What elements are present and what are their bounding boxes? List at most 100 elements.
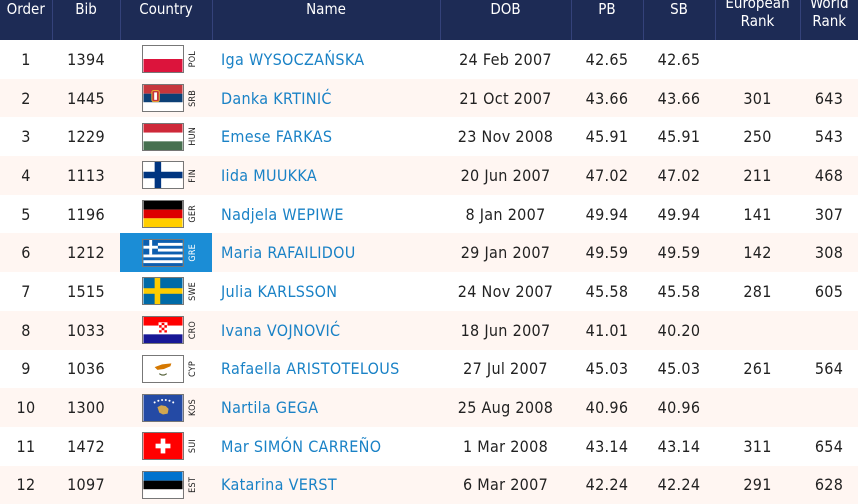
- country-code: KOS: [188, 399, 198, 416]
- pb-cell: 49.59: [585, 243, 629, 263]
- country-cell: KOS: [120, 388, 212, 427]
- bib-cell: 1036: [67, 359, 105, 379]
- cro-flag-icon: [142, 316, 184, 345]
- header-bib[interactable]: Bib: [52, 0, 121, 40]
- header-european-rank-line1: European: [725, 0, 790, 12]
- athlete-name-link[interactable]: Maria RAFAILIDOU: [221, 243, 356, 263]
- table-row[interactable]: 8 1033 CRO Ivana VOJNOVIĆ 18 Jun 2007 41.01 40…: [0, 310, 858, 350]
- pb-cell: 40.96: [585, 398, 629, 418]
- pb-cell: 41.01: [585, 320, 629, 340]
- dob-cell: 27 Jul 2007: [463, 359, 548, 379]
- order-cell: 8: [21, 320, 31, 340]
- dob-cell: 24 Nov 2007: [457, 281, 554, 301]
- order-cell: 10: [16, 398, 36, 418]
- table-row[interactable]: 6 1212 GRE Maria RAFAILIDOU 29 Jan 2007 49.59…: [0, 233, 858, 273]
- country-code: CRO: [188, 321, 198, 340]
- order-cell: 11: [16, 436, 36, 456]
- athlete-name-link[interactable]: Emese FARKAS: [221, 127, 333, 147]
- srb-flag-icon: [142, 84, 184, 113]
- table-row[interactable]: 1 1394 POL Iga WYSOCZAŃSKA 24 Feb 2007 42.65 4…: [0, 40, 858, 79]
- est-flag-icon: [142, 470, 184, 499]
- table-row[interactable]: 9 1036 CYP Rafaella ARISTOTELOUS 27 Jul 2007…: [0, 349, 858, 389]
- table-row[interactable]: 11 1472 SUI Mar SIMÓN CARREÑO 1 Mar 2008 43.1…: [0, 426, 858, 466]
- european-rank-cell: 250: [743, 127, 772, 147]
- gre-flag-icon: [142, 238, 184, 267]
- athlete-name-link[interactable]: Ivana VOJNOVIĆ: [221, 320, 341, 340]
- sb-cell: 45.91: [657, 127, 701, 147]
- sb-cell: 45.03: [657, 359, 701, 379]
- athlete-name-link[interactable]: Nartila GEGA: [221, 398, 319, 418]
- athlete-name-link[interactable]: Mar SIMÓN CARREÑO: [221, 436, 382, 456]
- country-code: SRB: [188, 89, 198, 107]
- bib-cell: 1097: [67, 475, 105, 495]
- table-row[interactable]: 2 1445 SRB Danka KRTINIĆ 21 Oct 2007 43.66 43.…: [0, 78, 858, 118]
- header-name[interactable]: Name: [212, 0, 441, 40]
- sb-cell: 43.14: [657, 436, 701, 456]
- sb-cell: 42.65: [657, 49, 701, 69]
- athlete-name-link[interactable]: Iga WYSOCZAŃSKA: [221, 49, 365, 69]
- bib-cell: 1113: [67, 165, 105, 185]
- order-cell: 3: [21, 127, 31, 147]
- country-cell: CYP: [120, 350, 212, 389]
- european-rank-cell: [715, 388, 800, 427]
- header-world-rank-line2: Rank: [812, 12, 847, 30]
- sb-cell: 49.59: [657, 243, 701, 263]
- header-world-rank[interactable]: World Rank: [800, 0, 858, 40]
- kos-flag-icon: [142, 393, 184, 422]
- athlete-name-link[interactable]: Nadjela WEPIWE: [221, 204, 344, 224]
- european-rank-cell: 291: [743, 475, 772, 495]
- table-row[interactable]: 10 1300 KOS Nartila GEGA 25 Aug 2008 40.96 40.…: [0, 388, 858, 427]
- header-european-rank[interactable]: European Rank: [715, 0, 801, 40]
- european-rank-cell: 141: [743, 204, 772, 224]
- world-rank-cell: [800, 388, 858, 427]
- table-row[interactable]: 12 1097 EST Katarina VERST 6 Mar 2007 42.24 42…: [0, 465, 858, 504]
- athlete-name-link[interactable]: Julia KARLSSON: [221, 281, 338, 301]
- pb-cell: 42.24: [585, 475, 629, 495]
- table-row[interactable]: 3 1229 HUN Emese FARKAS 23 Nov 2008 45.91 45.9…: [0, 117, 858, 157]
- country-cell: GRE: [120, 233, 212, 273]
- bib-cell: 1212: [67, 243, 105, 263]
- world-rank-cell: 654: [814, 436, 844, 456]
- dob-cell: 18 Jun 2007: [460, 320, 551, 340]
- pb-cell: 47.02: [585, 165, 629, 185]
- order-cell: 6: [21, 243, 31, 263]
- hun-flag-icon: [142, 122, 184, 151]
- order-cell: 2: [21, 88, 31, 108]
- dob-cell: 23 Nov 2008: [457, 127, 554, 147]
- athlete-name-link[interactable]: Rafaella ARISTOTELOUS: [221, 359, 400, 379]
- header-order[interactable]: Order: [0, 0, 53, 40]
- sb-cell: 42.24: [657, 475, 701, 495]
- order-cell: 9: [21, 359, 31, 379]
- table-row[interactable]: 5 1196 GER Nadjela WEPIWE 8 Jan 2007 49.94 49.…: [0, 194, 858, 234]
- country-cell: GER: [120, 195, 212, 234]
- sb-cell: 40.96: [657, 398, 701, 418]
- athlete-name-link[interactable]: Iida MUUKKA: [221, 165, 318, 185]
- dob-cell: 6 Mar 2007: [462, 475, 549, 495]
- world-rank-cell: 543: [814, 127, 844, 147]
- dob-cell: 8 Jan 2007: [465, 204, 546, 224]
- sui-flag-icon: [142, 432, 184, 461]
- european-rank-cell: [715, 40, 800, 79]
- european-rank-cell: 301: [743, 88, 772, 108]
- bib-cell: 1394: [67, 49, 105, 69]
- header-dob[interactable]: DOB: [440, 0, 572, 40]
- world-rank-cell: [800, 40, 858, 79]
- pb-cell: 45.58: [585, 281, 629, 301]
- european-rank-cell: 281: [743, 281, 772, 301]
- table-row[interactable]: 4 1113 FIN Iida MUUKKA 20 Jun 2007 47.02 47.02…: [0, 156, 858, 195]
- header-pb[interactable]: PB: [571, 0, 644, 40]
- country-code: SUI: [188, 439, 198, 454]
- table-row[interactable]: 7 1515 SWE Julia KARLSSON 24 Nov 2007 45.58 45…: [0, 272, 858, 311]
- dob-cell: 20 Jun 2007: [460, 165, 551, 185]
- country-cell: CRO: [120, 311, 212, 350]
- athlete-name-link[interactable]: Danka KRTINIĆ: [221, 88, 332, 108]
- athlete-name-link[interactable]: Katarina VERST: [221, 475, 337, 495]
- world-rank-cell: 307: [814, 204, 844, 224]
- dob-cell: 25 Aug 2008: [457, 398, 554, 418]
- pb-cell: 43.14: [585, 436, 629, 456]
- header-country[interactable]: Country: [120, 0, 213, 40]
- header-sb[interactable]: SB: [643, 0, 716, 40]
- country-cell: HUN: [120, 117, 212, 156]
- world-rank-cell: 643: [814, 88, 844, 108]
- bib-cell: 1515: [67, 281, 105, 301]
